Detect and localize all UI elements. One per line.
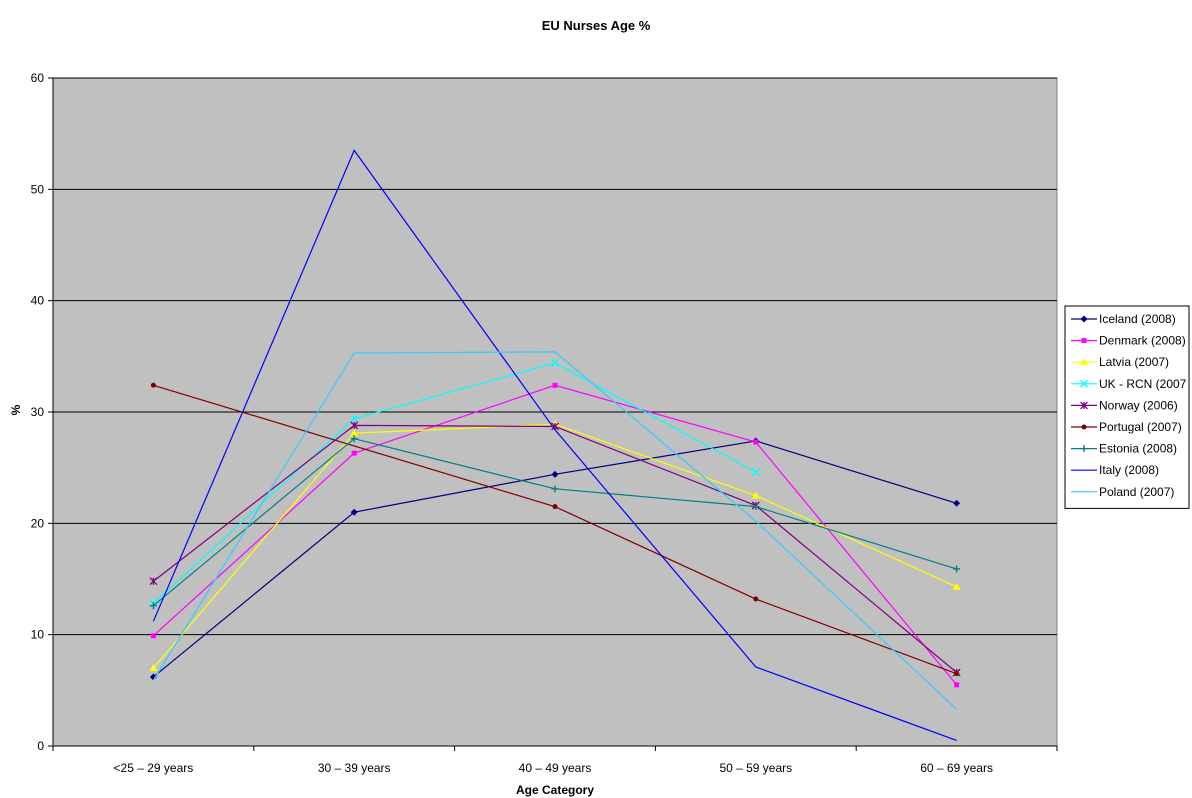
data-point (149, 577, 158, 586)
data-point (953, 565, 961, 573)
legend-label: Italy (2008) (1099, 463, 1159, 477)
data-point (551, 359, 559, 368)
legend-item: Italy (2008) (1071, 463, 1159, 477)
legend-marker (1080, 401, 1088, 410)
legend: Iceland (2008) Denmark (2008) Latvia (2007… (1064, 305, 1190, 509)
data-point (753, 439, 759, 445)
legend-marker (1081, 424, 1087, 430)
series-5 (150, 382, 960, 677)
legend-marker (1080, 315, 1088, 323)
data-point (350, 429, 359, 437)
data-point (953, 499, 961, 507)
data-point (149, 602, 157, 610)
legend-item: Portugal (2007) (1071, 420, 1182, 434)
data-point (753, 596, 759, 602)
x-tick-label: 40 – 49 years (519, 761, 592, 775)
legend-label: Portugal (2007) (1099, 420, 1182, 434)
legend-label: Norway (2006) (1099, 398, 1178, 412)
data-point (351, 450, 357, 456)
data-point (150, 633, 156, 639)
x-tick-label: <25 – 29 years (114, 761, 194, 775)
x-axis-label: Age Category (516, 783, 594, 797)
legend-item: UK - RCN (2007 (1071, 377, 1187, 391)
legend-item: Estonia (2008) (1071, 442, 1177, 456)
y-axis-tick-labels: 0 10 20 30 40 50 60 (31, 71, 45, 753)
data-point (752, 503, 760, 511)
x-tick-label: 50 – 59 years (719, 761, 792, 775)
data-point (954, 671, 960, 677)
legend-item: Denmark (2008) (1071, 334, 1186, 348)
data-point (350, 435, 358, 443)
legend-label: Estonia (2008) (1099, 442, 1177, 456)
legend-marker (1080, 445, 1088, 453)
plot-area (48, 77, 1058, 751)
legend-label: Poland (2007) (1099, 485, 1174, 499)
series-line (152, 351, 958, 710)
data-point (350, 414, 359, 423)
series-7 (152, 149, 957, 741)
legend-item: Iceland (2008) (1071, 312, 1176, 326)
legend-item: Poland (2007) (1071, 485, 1174, 499)
y-tick-label: 40 (31, 294, 45, 308)
legend-marker (1081, 338, 1087, 344)
chart-title: EU Nurses Age % (542, 18, 651, 33)
series-line (152, 362, 757, 604)
series-1 (150, 382, 960, 688)
data-point (350, 421, 359, 430)
x-tick-label: 30 – 39 years (318, 761, 391, 775)
legend-label: Iceland (2008) (1099, 312, 1176, 326)
series-line (153, 384, 957, 675)
data-point (551, 485, 559, 493)
y-tick-label: 10 (31, 628, 45, 642)
data-point (551, 470, 559, 478)
data-point (751, 491, 760, 499)
legend-item: Norway (2006) (1071, 398, 1178, 412)
series-line (152, 149, 957, 741)
series-6 (149, 435, 961, 610)
legend-marker (1080, 358, 1088, 366)
y-tick-label: 50 (31, 182, 45, 196)
data-point (952, 582, 961, 590)
data-point (751, 468, 760, 477)
data-point (150, 382, 156, 388)
legend-marker (1080, 379, 1088, 388)
data-point (149, 673, 157, 681)
data-point (149, 664, 158, 672)
legend-label: Latvia (2007) (1099, 355, 1169, 369)
data-point (350, 508, 358, 516)
y-tick-label: 60 (31, 71, 45, 85)
y-tick-label: 30 (31, 405, 45, 419)
data-point (954, 682, 960, 688)
legend-label: Denmark (2008) (1099, 334, 1186, 348)
y-tick-label: 0 (37, 739, 44, 753)
data-point (552, 504, 558, 510)
x-tick-label: 60 – 69 years (920, 761, 993, 775)
series-8 (152, 351, 958, 710)
legend-item: Latvia (2007) (1071, 355, 1169, 369)
y-axis-label: % (9, 404, 23, 415)
legend-label: UK - RCN (2007 (1099, 377, 1187, 391)
series-lines (149, 149, 961, 741)
x-axis-tick-labels: <25 – 29 years 30 – 39 years 40 – 49 years… (114, 761, 993, 775)
y-tick-label: 20 (31, 516, 45, 530)
data-point (552, 382, 558, 388)
